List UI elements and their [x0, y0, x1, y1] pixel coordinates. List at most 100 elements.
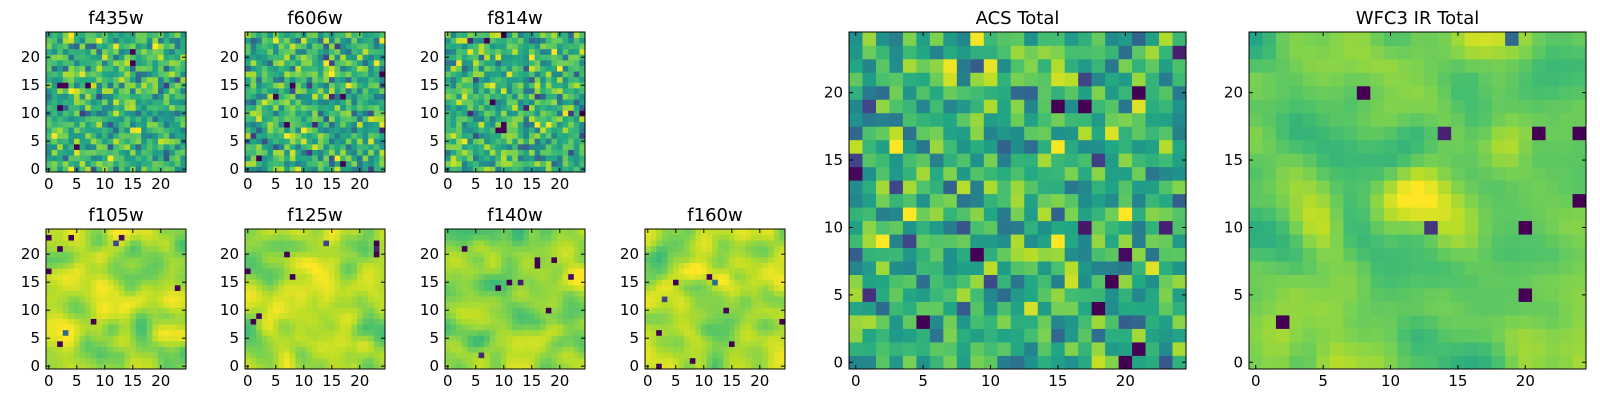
heatmap-cell: [261, 82, 268, 89]
heatmap-cell: [478, 341, 485, 347]
heatmap-image-f435w: [46, 32, 187, 173]
heatmap-cell: [551, 313, 558, 319]
heatmap-cell: [278, 346, 285, 353]
heatmap-cell: [573, 82, 580, 89]
heatmap-cell: [289, 160, 296, 167]
heatmap-cell: [379, 88, 386, 94]
heatmap-cell: [1091, 342, 1106, 356]
heatmap-cell: [46, 352, 52, 359]
heatmap-cell: [152, 104, 159, 111]
heatmap-cell: [141, 229, 148, 235]
heatmap-cell: [645, 346, 651, 353]
heatmap-cell: [245, 144, 251, 150]
heatmap-cell: [717, 318, 724, 325]
heatmap-cell: [312, 229, 319, 235]
heatmap-cell: [489, 99, 496, 106]
heatmap-cell: [278, 121, 285, 128]
heatmap-cell: [329, 240, 335, 247]
heatmap-cell: [113, 149, 120, 156]
heatmap-cell: [284, 229, 291, 235]
heatmap-cell: [517, 37, 524, 44]
heatmap-cell: [124, 335, 131, 342]
heatmap-cell: [562, 251, 569, 258]
heatmap-cell: [158, 313, 164, 319]
heatmap-cell: [124, 346, 131, 353]
heatmap-cell: [267, 48, 274, 55]
heatmap-cell: [512, 71, 519, 78]
heatmap-cell: [57, 285, 64, 291]
heatmap-cell: [261, 60, 268, 66]
heatmap-cell: [729, 285, 735, 291]
heatmap-cell: [849, 180, 863, 195]
heatmap-cell: [478, 65, 485, 72]
heatmap-cell: [250, 279, 257, 286]
heatmap-cell: [734, 229, 741, 235]
y-tick-label: 15: [220, 273, 239, 291]
heatmap-cell: [340, 296, 347, 303]
heatmap-cell: [68, 121, 75, 128]
heatmap-cell: [902, 180, 917, 195]
heatmap-cell: [62, 160, 69, 167]
heatmap-cell: [545, 160, 552, 167]
heatmap-cell: [163, 363, 170, 370]
heatmap-cell: [295, 268, 302, 275]
heatmap-cell: [261, 132, 268, 139]
heatmap-cell: [329, 313, 335, 319]
heatmap-cell: [267, 363, 274, 370]
heatmap-cell: [340, 313, 347, 319]
heatmap-cell: [102, 71, 108, 78]
heatmap-cell: [357, 76, 363, 83]
heatmap-cell: [96, 301, 103, 308]
heatmap-cell: [373, 324, 380, 331]
heatmap-cell: [250, 268, 257, 275]
y-tick-label: 5: [229, 132, 239, 150]
heatmap-cell: [261, 301, 268, 308]
heatmap-cell: [1078, 166, 1092, 181]
heatmap-cell: [180, 104, 187, 111]
heatmap-cell: [273, 279, 279, 286]
heatmap-cell: [334, 285, 341, 291]
heatmap-cell: [250, 88, 257, 94]
heatmap-cell: [351, 60, 358, 66]
heatmap-cell: [118, 155, 125, 162]
heatmap-cell: [729, 234, 735, 241]
heatmap-cell: [656, 273, 663, 280]
x-tick-label: 0: [643, 372, 653, 390]
heatmap-cell: [169, 93, 176, 100]
heatmap-cell: [734, 329, 741, 336]
heatmap-cell: [661, 346, 668, 353]
heatmap-cell: [495, 88, 502, 94]
heatmap-cell: [523, 229, 530, 235]
heatmap-cell: [495, 121, 502, 128]
heatmap-cell: [517, 121, 524, 128]
heatmap-cell: [579, 76, 586, 83]
heatmap-cell: [107, 155, 114, 162]
heatmap-cell: [768, 346, 775, 353]
heatmap-cell: [146, 54, 153, 61]
heatmap-cell: [484, 144, 491, 150]
heatmap-cell: [495, 329, 502, 336]
heatmap-cell: [284, 279, 291, 286]
heatmap-cell: [368, 138, 375, 145]
heatmap-cell: [312, 251, 319, 258]
heatmap-cell: [289, 138, 296, 145]
heatmap-cell: [916, 247, 931, 262]
heatmap-cell: [317, 54, 324, 61]
heatmap-cell: [751, 257, 758, 263]
heatmap-cell: [301, 121, 307, 128]
heatmap-cell: [573, 60, 580, 66]
heatmap-cell: [245, 329, 251, 336]
heatmap-cell: [273, 132, 279, 139]
heatmap-cell: [529, 285, 535, 291]
heatmap-cell: [534, 32, 541, 38]
heatmap-cell: [245, 285, 251, 291]
heatmap-cell: [916, 315, 931, 329]
heatmap-cell: [351, 324, 358, 331]
heatmap-cell: [68, 43, 75, 50]
heatmap-cell: [158, 318, 164, 325]
heatmap-cell: [312, 65, 319, 72]
heatmap-cell: [118, 132, 125, 139]
heatmap-cell: [523, 352, 530, 359]
heatmap-cell: [1064, 234, 1079, 249]
heatmap-cell: [540, 65, 547, 72]
